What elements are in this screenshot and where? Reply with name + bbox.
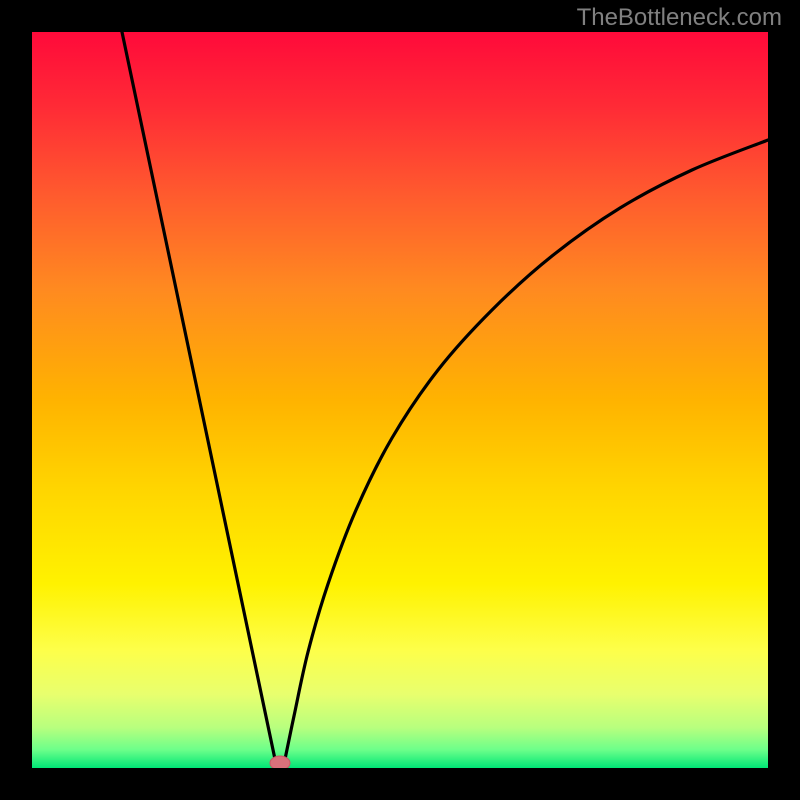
- watermark-text: TheBottleneck.com: [577, 4, 782, 32]
- chart-plot-area: [32, 32, 768, 768]
